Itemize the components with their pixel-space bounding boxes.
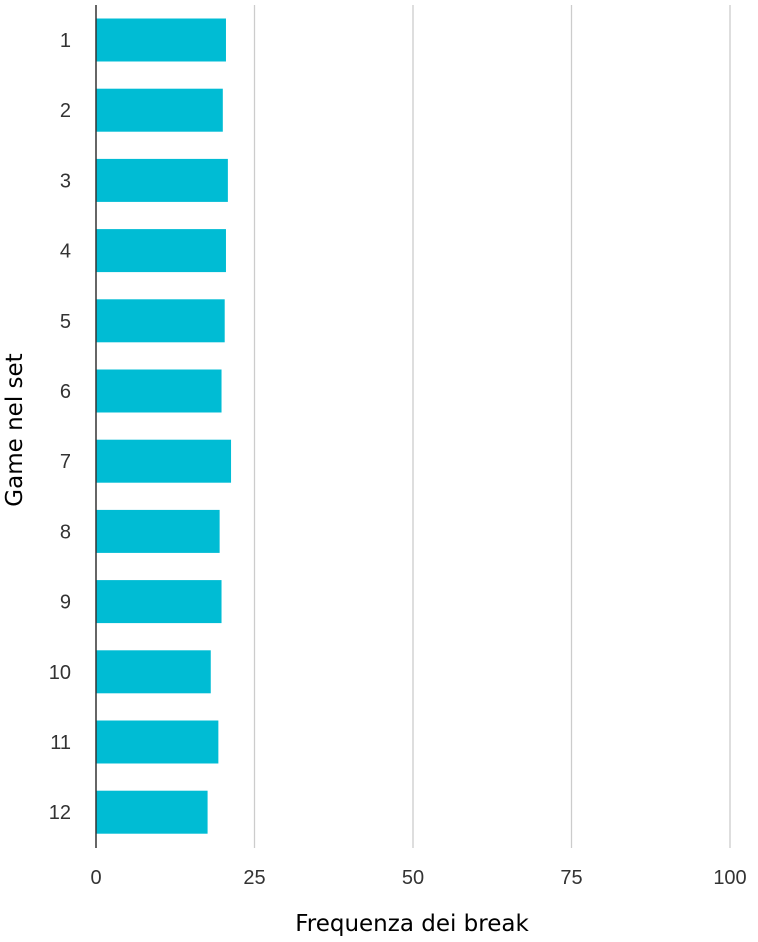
y-tick-label: 6	[60, 381, 71, 403]
bar-2	[96, 88, 223, 132]
bar-10	[96, 650, 211, 694]
bar-12	[96, 790, 208, 834]
y-tick-label: 1	[60, 30, 71, 52]
y-tick-label: 8	[60, 521, 71, 543]
y-tick-label: 9	[60, 592, 71, 614]
bar-1	[96, 18, 226, 62]
bar-8	[96, 509, 220, 553]
y-tick-label: 10	[49, 662, 71, 684]
bar-4	[96, 229, 226, 273]
bar-5	[96, 299, 225, 343]
x-tick-label: 50	[402, 867, 424, 889]
bars	[96, 18, 232, 834]
y-axis-title: Game nel set	[2, 353, 28, 506]
gridlines	[253, 5, 731, 848]
x-tick-label: 100	[713, 867, 746, 889]
bar-6	[96, 369, 222, 413]
y-tick-label: 2	[60, 100, 71, 122]
y-tick-label: 12	[49, 802, 71, 824]
x-tick-labels: 0 25 50 75 100	[90, 867, 746, 889]
x-tick-label: 0	[90, 867, 101, 889]
x-tick-label: 75	[560, 867, 582, 889]
bar-3	[96, 158, 228, 202]
bar-9	[96, 580, 222, 624]
x-tick-label: 25	[243, 867, 265, 889]
bar-11	[96, 720, 219, 764]
x-axis-title: Frequenza dei break	[295, 911, 529, 937]
y-tick-label: 5	[60, 311, 71, 333]
y-tick-label: 4	[60, 241, 71, 263]
bar-7	[96, 439, 232, 483]
y-tick-label: 3	[60, 170, 71, 192]
y-tick-label: 11	[50, 732, 71, 754]
y-tick-label: 7	[60, 451, 71, 473]
